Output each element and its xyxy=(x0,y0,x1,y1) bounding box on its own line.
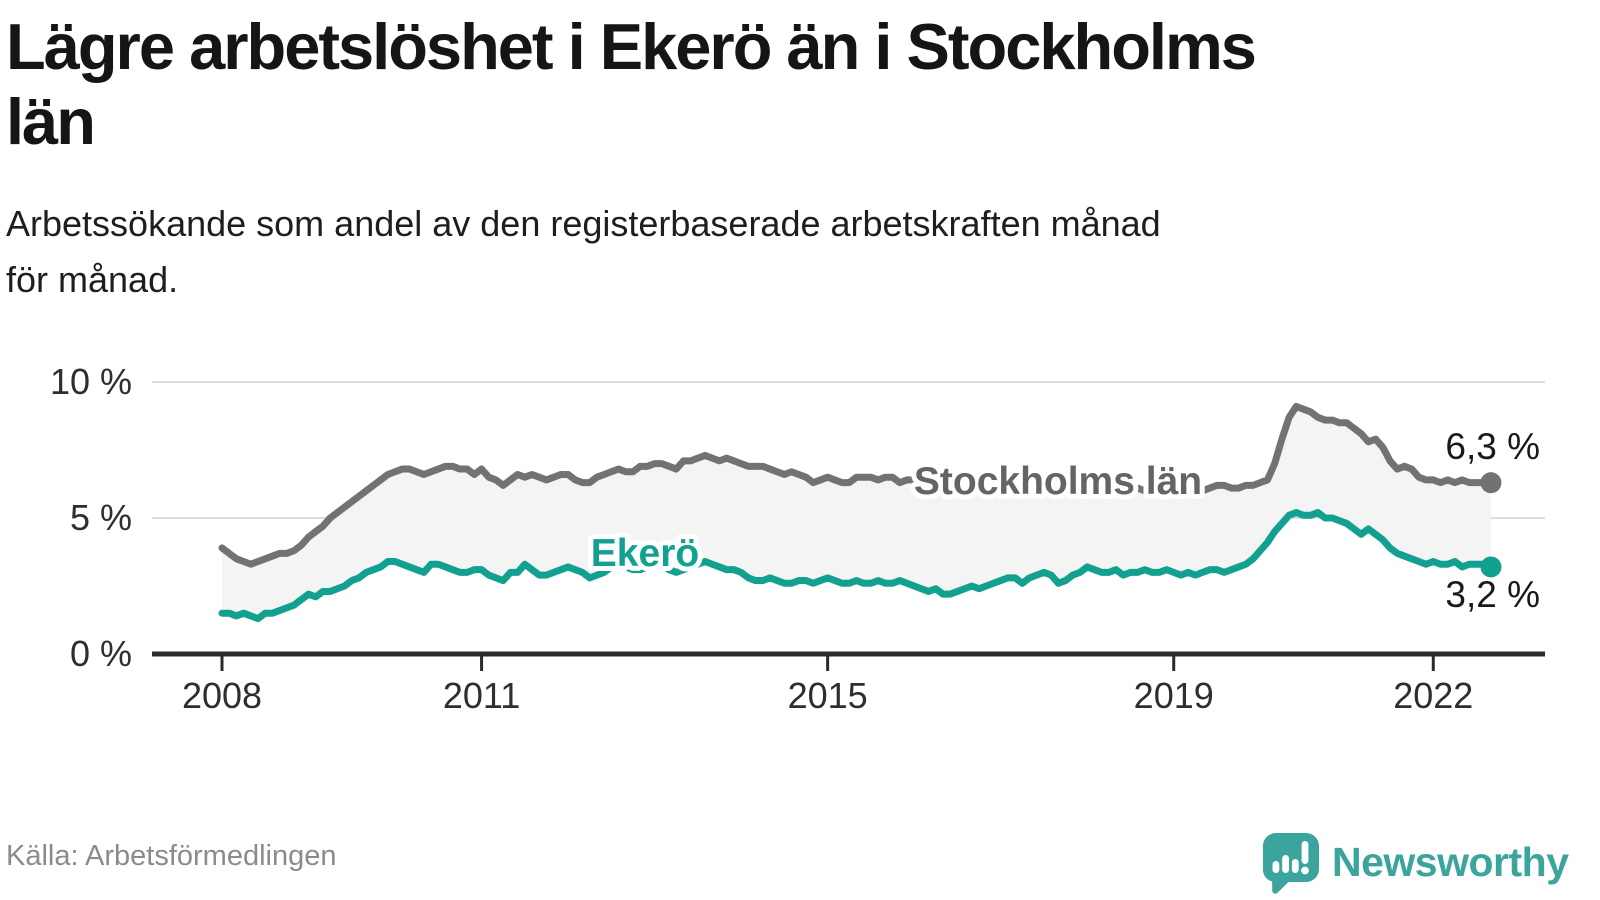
y-axis-label: 10 % xyxy=(50,361,132,402)
subtitle-line-2: för månad. xyxy=(6,258,179,300)
series-line-stockholms-lan xyxy=(218,402,1495,568)
title-line-1: Lägre arbetslöshet i Ekerö än i Stockhol… xyxy=(6,10,1257,83)
y-axis-labels: 10 % 5 % 0 % xyxy=(50,361,132,674)
x-axis-label: 2019 xyxy=(1134,675,1214,716)
y-axis-label: 5 % xyxy=(70,497,132,538)
end-dot-ekero xyxy=(1480,556,1502,578)
newsworthy-logo-text: Newsworthy xyxy=(1332,839,1569,885)
subtitle-line-1: Arbetssökande som andel av den registerb… xyxy=(6,203,1161,244)
end-value-ekero: 3,2 % xyxy=(1445,574,1540,615)
y-axis-label: 0 % xyxy=(70,633,132,674)
x-axis-label: 2008 xyxy=(182,675,262,716)
x-axis-label: 2015 xyxy=(788,675,868,716)
end-dot-stockholms-lan xyxy=(1480,472,1502,494)
newsworthy-logo[interactable]: Newsworthy xyxy=(1262,832,1569,896)
source-attribution: Källa: Arbetsförmedlingen xyxy=(6,840,337,872)
newsworthy-logo-icon xyxy=(1263,833,1319,894)
x-axis: 2008 2011 2015 2019 2022 xyxy=(152,651,1545,716)
bar-chart-exclamation-glyph xyxy=(1272,841,1309,875)
series-label-stockholms-lan: Stockholms län xyxy=(914,460,1202,503)
x-axis-label: 2022 xyxy=(1393,675,1473,716)
end-value-stockholms-lan: 6,3 % xyxy=(1445,426,1540,467)
series-label-ekero: Ekerö xyxy=(591,532,699,575)
gap-area-between-series xyxy=(222,406,1491,619)
series-line-ekero xyxy=(218,509,1495,623)
page-title: Lägre arbetslöshet i Ekerö än i Stockhol… xyxy=(6,10,1576,160)
title-line-2: län xyxy=(6,84,96,158)
chart-subtitle: Arbetssökande som andel av den registerb… xyxy=(6,196,1576,308)
x-axis-label: 2011 xyxy=(443,675,520,716)
